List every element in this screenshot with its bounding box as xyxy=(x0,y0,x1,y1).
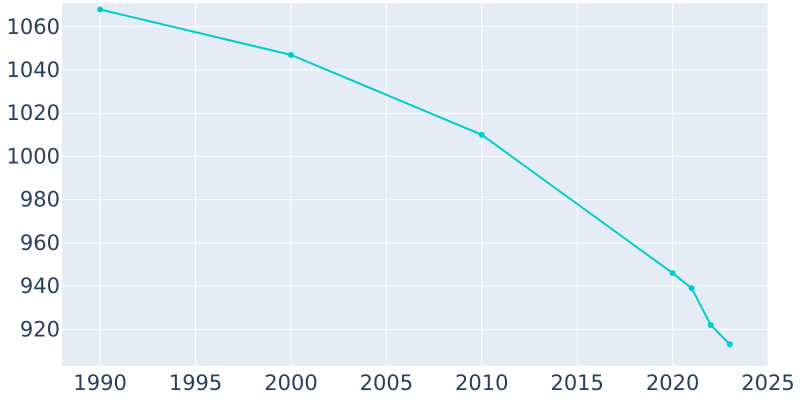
x-tick-label: 2010 xyxy=(455,371,508,395)
y-tick-label: 960 xyxy=(20,231,60,255)
data-point xyxy=(726,341,733,348)
data-point xyxy=(688,285,695,292)
y-tick-label: 1060 xyxy=(7,15,60,39)
x-axis-tick-labels: 1990 1995 2000 2005 2010 2015 2020 2025 xyxy=(73,371,794,395)
grid-lines xyxy=(62,3,769,366)
y-tick-label: 1020 xyxy=(7,101,60,125)
y-tick-label: 1040 xyxy=(7,58,60,82)
data-point xyxy=(97,6,104,13)
plot-background xyxy=(62,3,768,366)
y-tick-label: 920 xyxy=(20,317,60,341)
x-tick-label: 2005 xyxy=(360,371,413,395)
data-point xyxy=(478,131,485,138)
y-tick-label: 1000 xyxy=(7,144,60,168)
y-tick-label: 940 xyxy=(20,274,60,298)
x-tick-label: 2025 xyxy=(741,371,794,395)
x-tick-label: 2015 xyxy=(550,371,603,395)
data-point xyxy=(707,321,714,328)
y-tick-label: 980 xyxy=(20,188,60,212)
x-tick-label: 2020 xyxy=(646,371,699,395)
y-axis-tick-labels: 920 940 960 980 1000 1020 1040 1060 xyxy=(7,15,60,341)
x-tick-label: 2000 xyxy=(264,371,317,395)
data-points xyxy=(97,6,733,348)
data-point xyxy=(287,51,294,58)
x-tick-label: 1990 xyxy=(73,371,126,395)
data-point xyxy=(669,270,676,277)
x-tick-label: 1995 xyxy=(169,371,222,395)
